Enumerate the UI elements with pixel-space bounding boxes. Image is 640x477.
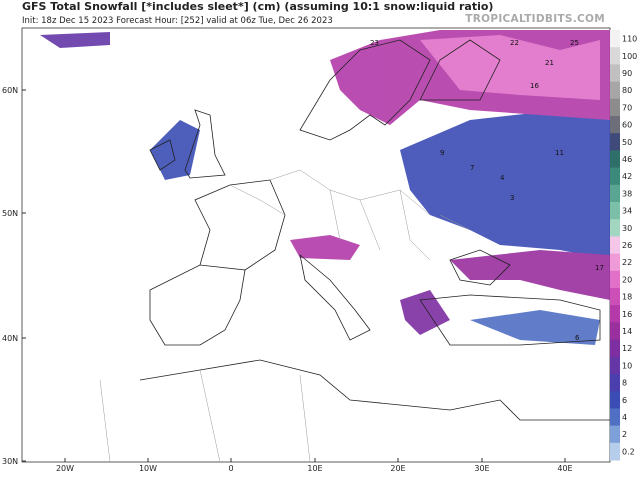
colorbar-swatch — [610, 374, 620, 392]
colorbar-label: 34 — [622, 207, 632, 216]
colorbar-swatch — [610, 270, 620, 289]
colorbar-swatch — [610, 98, 620, 117]
colorbar-label: 6 — [622, 396, 627, 405]
colorbar-swatch — [610, 150, 620, 169]
colorbar-swatch — [610, 184, 620, 203]
colorbar-swatch — [610, 425, 620, 444]
colorbar-swatch — [610, 322, 620, 341]
colorbar-label: 30 — [622, 224, 632, 233]
map-value: 17 — [595, 264, 604, 272]
colorbar-swatch — [610, 219, 620, 237]
lon-label: 10E — [307, 464, 322, 473]
site-credit: TROPICALTIDBITS.COM — [465, 13, 605, 25]
colorbar-swatch — [610, 236, 620, 255]
colorbar-swatch — [610, 30, 620, 48]
map-value: 3 — [510, 194, 514, 202]
colorbar-label: 10 — [622, 361, 632, 370]
map-value: 9 — [440, 149, 444, 157]
colorbar-label: 70 — [622, 103, 632, 112]
map-value: 7 — [470, 164, 474, 172]
map: 23 22 21 25 16 7 4 3 9 17 11 6 — [21, 27, 611, 463]
colorbar-swatch — [610, 167, 620, 186]
map-values: 23 22 21 25 16 7 4 3 9 17 11 6 — [370, 39, 604, 342]
colorbar-swatch — [610, 339, 620, 358]
map-value: 21 — [545, 59, 554, 67]
snow-areas — [40, 30, 610, 345]
colorbar-swatch — [610, 442, 620, 461]
colorbar-label: 0.2 — [622, 447, 635, 456]
lon-label: 0 — [228, 464, 233, 473]
lat-label: 50N — [2, 209, 18, 218]
colorbar-label: 8 — [622, 379, 627, 388]
colorbar-label: 80 — [622, 86, 632, 95]
colorbar-swatch — [610, 81, 620, 100]
borders — [99, 169, 471, 462]
map-value: 16 — [530, 82, 539, 90]
colorbar-swatch — [610, 202, 620, 220]
colorbar: 1101009080706050464238343026222018161412… — [610, 30, 637, 461]
colorbar-swatch — [610, 391, 620, 409]
map-value: 6 — [575, 334, 580, 342]
lat-label: 30N — [2, 457, 18, 466]
colorbar-swatch — [610, 133, 620, 151]
colorbar-label: 42 — [622, 172, 632, 181]
map-value: 22 — [510, 39, 519, 47]
lon-label: 30E — [474, 464, 489, 473]
map-value: 23 — [370, 39, 379, 47]
colorbar-swatch — [610, 253, 620, 272]
colorbar-swatch — [610, 64, 620, 83]
colorbar-swatch — [610, 408, 620, 427]
colorbar-swatch — [610, 288, 620, 306]
lon-label: 40E — [557, 464, 572, 473]
colorbar-swatch — [610, 47, 620, 65]
colorbar-label: 12 — [622, 344, 632, 353]
subtitle: Init: 18z Dec 15 2023 Forecast Hour: [25… — [22, 16, 333, 26]
colorbar-label: 22 — [622, 258, 632, 267]
colorbar-swatch — [610, 356, 620, 375]
lon-label: 10W — [139, 464, 157, 473]
title: GFS Total Snowfall [*includes sleet*] (c… — [22, 0, 493, 13]
colorbar-label: 18 — [622, 293, 632, 302]
colorbar-label: 26 — [622, 241, 632, 250]
lon-label: 20E — [390, 464, 405, 473]
colorbar-label: 2 — [622, 430, 627, 439]
colorbar-label: 14 — [622, 327, 632, 336]
colorbar-label: 100 — [622, 52, 637, 61]
axes: 60N 50N 40N 30N 20W 10W 0 10E 20E 30E 40E — [2, 86, 573, 473]
map-value: 25 — [570, 39, 579, 47]
coastlines — [139, 39, 610, 421]
colorbar-label: 20 — [622, 275, 632, 284]
colorbar-label: 16 — [622, 310, 632, 319]
lat-label: 60N — [2, 86, 18, 95]
colorbar-label: 90 — [622, 69, 632, 78]
lat-label: 40N — [2, 334, 18, 343]
colorbar-label: 110 — [622, 35, 637, 44]
colorbar-label: 4 — [622, 413, 627, 422]
lon-label: 20W — [56, 464, 74, 473]
colorbar-swatch — [610, 116, 620, 134]
colorbar-label: 50 — [622, 138, 632, 147]
colorbar-label: 60 — [622, 121, 632, 130]
colorbar-label: 38 — [622, 189, 632, 198]
colorbar-label: 46 — [622, 155, 632, 164]
colorbar-swatch — [610, 305, 620, 323]
map-value: 4 — [500, 174, 505, 182]
map-value: 11 — [555, 149, 564, 157]
